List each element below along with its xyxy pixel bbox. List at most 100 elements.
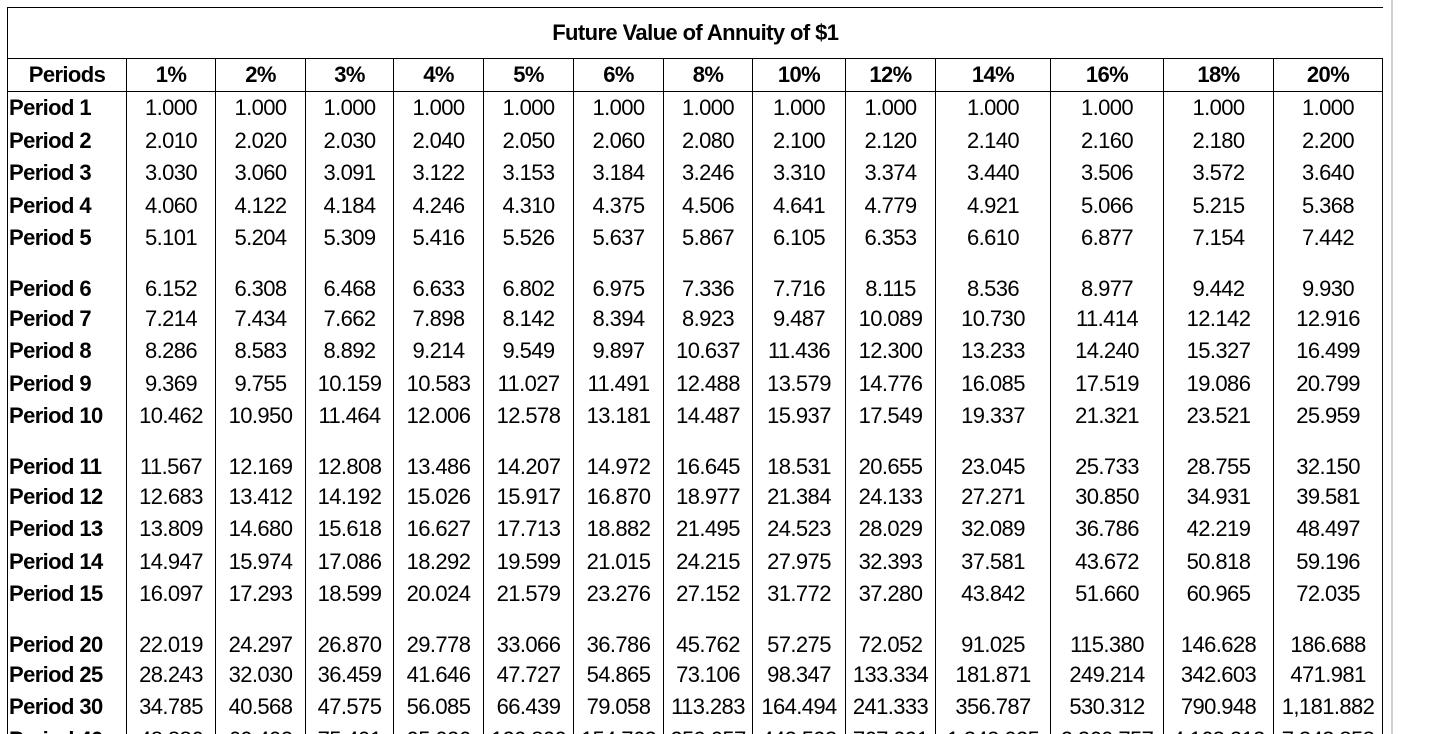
cell-value: 10.637	[663, 335, 753, 368]
cell-value: 32.089	[935, 513, 1051, 546]
cell-value: 41.646	[393, 658, 484, 691]
cell-value: 14.207	[483, 432, 574, 481]
cell-value: 2.030	[305, 124, 394, 157]
cell-value: 59.196	[1272, 545, 1384, 578]
table-row: Period 9 9.369 9.755 10.159 10.583 11.027 11.4…	[7, 367, 1384, 400]
row-label: Period 25	[7, 658, 127, 691]
cell-value: 1.000	[845, 91, 936, 125]
cell-value: 530.312	[1050, 691, 1164, 724]
cell-value: 20.655	[845, 432, 936, 481]
cell-value: 15.026	[393, 480, 484, 513]
cell-value: 72.035	[1272, 578, 1384, 611]
cell-value: 12.169	[215, 432, 306, 481]
cell-value: 3.310	[752, 157, 846, 190]
cell-value: 3.122	[393, 157, 484, 190]
table-row: Period 14 14.947 15.974 17.086 18.292 19.599 2…	[7, 545, 1384, 578]
cell-value: 154.762	[573, 723, 664, 734]
cell-value: 5.416	[393, 222, 484, 255]
row-label: Period 6	[7, 254, 127, 303]
cell-value: 14.240	[1050, 335, 1164, 368]
cell-value: 1.000	[393, 91, 484, 125]
cell-value: 32.030	[215, 658, 306, 691]
cell-value: 4.060	[126, 189, 216, 222]
cell-value: 6.353	[845, 222, 936, 255]
cell-value: 13.233	[935, 335, 1051, 368]
column-header: 2%	[215, 58, 306, 92]
cell-value: 23.521	[1163, 400, 1274, 433]
column-header: 4%	[393, 58, 484, 92]
cell-value: 1,181.882	[1272, 691, 1384, 724]
cell-value: 72.052	[845, 610, 936, 659]
cell-value: 43.842	[935, 578, 1051, 611]
table-row: Period 25 28.243 32.030 36.459 41.646 47.727 5…	[7, 658, 1384, 691]
cell-value: 27.152	[663, 578, 753, 611]
cell-value: 7,343.858	[1272, 723, 1384, 734]
cell-value: 39.581	[1272, 480, 1384, 513]
cell-value: 181.871	[935, 658, 1051, 691]
table-row: Period 20 22.019 24.297 26.870 29.778 33.066 3…	[7, 610, 1384, 659]
cell-value: 36.786	[1050, 513, 1164, 546]
cell-value: 20.024	[393, 578, 484, 611]
row-label: Period 30	[7, 691, 127, 724]
cell-value: 4.779	[845, 189, 936, 222]
row-label: Period 9	[7, 367, 127, 400]
cell-value: 5.526	[483, 222, 574, 255]
cell-value: 23.276	[573, 578, 664, 611]
table-row: Period 15 16.097 17.293 18.599 20.024 21.579 2…	[7, 578, 1384, 611]
column-header: 14%	[935, 58, 1051, 92]
row-label: Period 11	[7, 432, 127, 481]
table-row: Period 6 6.152 6.308 6.468 6.633 6.802 6.975 7.…	[7, 254, 1384, 303]
table-row: Period 5 5.101 5.204 5.309 5.416 5.526 5.637 5.…	[7, 222, 1384, 255]
cell-value: 17.086	[305, 545, 394, 578]
cell-value: 14.972	[573, 432, 664, 481]
row-label: Period 15	[7, 578, 127, 611]
cell-value: 28.755	[1163, 432, 1274, 481]
cell-value: 767.091	[845, 723, 936, 734]
cell-value: 8.892	[305, 335, 394, 368]
cell-value: 2.100	[752, 124, 846, 157]
cell-value: 12.300	[845, 335, 936, 368]
cell-value: 356.787	[935, 691, 1051, 724]
cell-value: 1.000	[1272, 91, 1384, 125]
cell-value: 3.572	[1163, 157, 1274, 190]
cell-value: 16.627	[393, 513, 484, 546]
column-header: 5%	[483, 58, 574, 92]
cell-value: 9.549	[483, 335, 574, 368]
row-label: Period 5	[7, 222, 127, 255]
cell-value: 14.680	[215, 513, 306, 546]
cell-value: 1,342.025	[935, 723, 1051, 734]
cell-value: 15.937	[752, 400, 846, 433]
cell-value: 28.243	[126, 658, 216, 691]
cell-value: 113.283	[663, 691, 753, 724]
cell-value: 3.153	[483, 157, 574, 190]
cell-value: 18.531	[752, 432, 846, 481]
cell-value: 10.159	[305, 367, 394, 400]
cell-value: 18.882	[573, 513, 664, 546]
table-row: Period 2 2.010 2.020 2.030 2.040 2.050 2.060 2.…	[7, 124, 1384, 157]
cell-value: 54.865	[573, 658, 664, 691]
column-header: 3%	[305, 58, 394, 92]
cell-value: 9.214	[393, 335, 484, 368]
table-row: Period 1 1.000 1.000 1.000 1.000 1.000 1.000 1.…	[7, 91, 1384, 125]
cell-value: 8.923	[663, 302, 753, 335]
cell-value: 23.045	[935, 432, 1051, 481]
cell-value: 10.462	[126, 400, 216, 433]
cell-value: 12.808	[305, 432, 394, 481]
cell-value: 27.975	[752, 545, 846, 578]
cell-value: 75.401	[305, 723, 394, 734]
cell-value: 9.369	[126, 367, 216, 400]
cell-value: 13.412	[215, 480, 306, 513]
table-row: Period 11 11.567 12.169 12.808 13.486 14.207 1…	[7, 432, 1384, 481]
cell-value: 15.618	[305, 513, 394, 546]
cell-value: 18.292	[393, 545, 484, 578]
row-label: Period 14	[7, 545, 127, 578]
table-row: Period 13 13.809 14.680 15.618 16.627 17.713 1…	[7, 513, 1384, 546]
cell-value: 164.494	[752, 691, 846, 724]
cell-value: 13.579	[752, 367, 846, 400]
cell-value: 8.536	[935, 254, 1051, 303]
cell-value: 14.776	[845, 367, 936, 400]
cell-value: 15.974	[215, 545, 306, 578]
cell-value: 22.019	[126, 610, 216, 659]
cell-value: 16.085	[935, 367, 1051, 400]
cell-value: 6.610	[935, 222, 1051, 255]
